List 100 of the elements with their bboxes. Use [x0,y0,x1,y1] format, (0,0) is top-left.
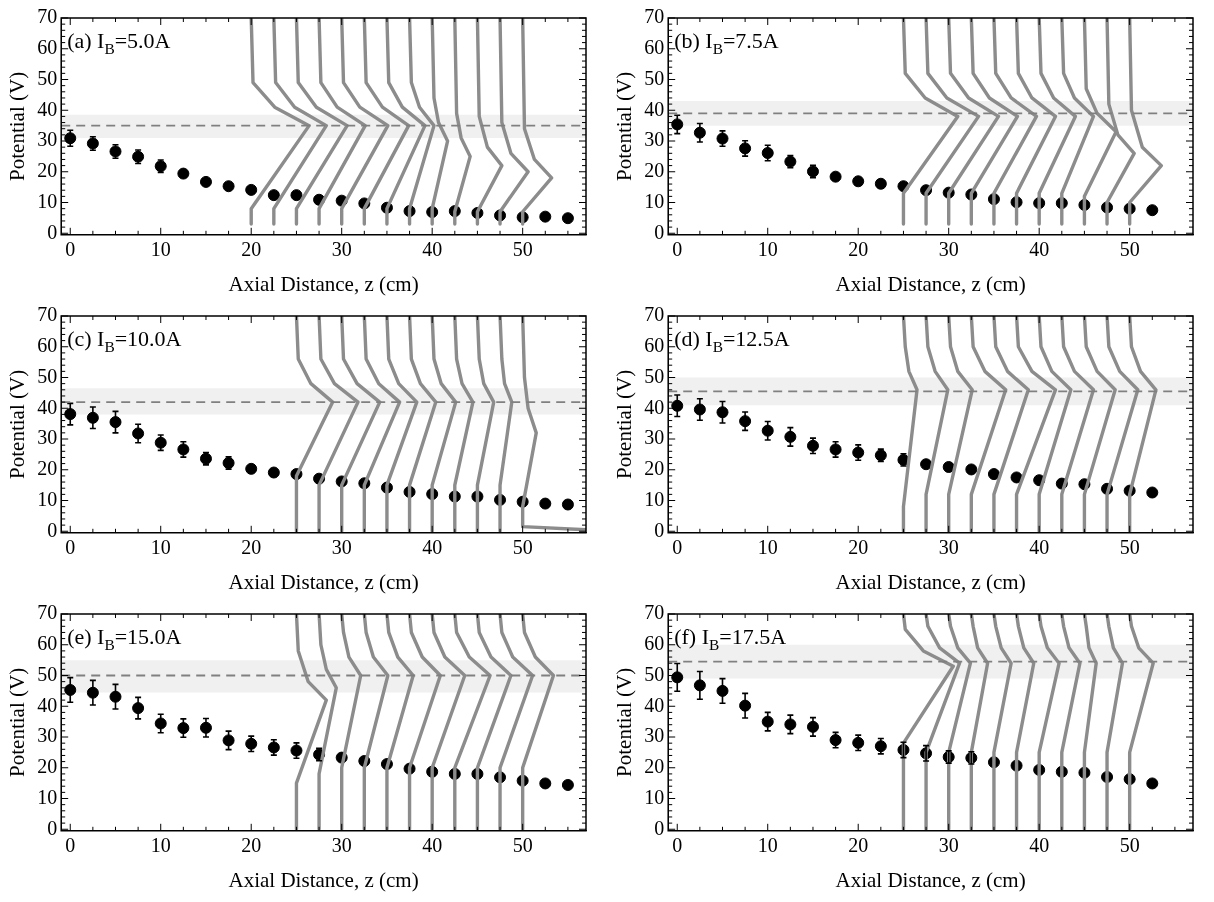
y-tick-label: 0 [47,816,58,839]
x-axis-title: Axial Distance, z (cm) [835,271,1026,296]
y-tick-label: 40 [37,97,58,120]
y-tick-label: 0 [654,816,665,839]
point [222,180,235,193]
x-tick-label: 50 [1119,238,1140,261]
y-tick-label: 10 [644,487,665,510]
y-tick-label: 40 [644,693,665,716]
x-tick-label: 20 [848,238,869,261]
y-tick-label: 20 [37,755,58,778]
point [222,734,235,747]
point [1146,777,1159,790]
y-tick-label: 30 [37,426,58,449]
x-tick-label: 40 [1029,834,1050,857]
x-tick-label: 20 [848,536,869,559]
y-tick-label: 40 [37,395,58,418]
y-tick-label: 70 [37,303,58,326]
point [852,175,865,188]
point [561,498,574,511]
y-tick-label: 30 [644,724,665,747]
x-axis-title: Axial Distance, z (cm) [228,271,419,296]
x-tick-label: 10 [150,238,171,261]
point [716,406,729,419]
point [267,189,280,202]
point [539,777,552,790]
y-tick-label: 50 [644,662,665,685]
point [561,778,574,791]
x-tick-label: 50 [1119,834,1140,857]
y-tick-label: 30 [37,724,58,747]
y-tick-label: 60 [37,632,58,654]
y-tick-label: 10 [37,189,58,212]
y-tick-label: 60 [644,334,665,356]
point [987,468,1000,481]
y-tick-label: 20 [644,457,665,480]
y-tick-label: 30 [644,426,665,449]
x-tick-label: 30 [938,238,959,261]
y-tick-label: 10 [37,785,58,808]
x-tick-label: 10 [757,238,778,261]
x-tick-label: 50 [512,536,533,559]
x-tick-label: 40 [422,834,443,857]
point [199,175,212,188]
y-tick-label: 20 [644,755,665,778]
y-tick-label: 30 [37,128,58,151]
y-tick-label: 30 [644,128,665,151]
y-tick-label: 70 [644,5,665,28]
y-tick-label: 50 [644,66,665,89]
y-tick-label: 10 [644,785,665,808]
y-axis-title: Potential (V) [5,369,30,479]
y-tick-label: 50 [37,662,58,685]
point [539,210,552,223]
x-tick-label: 0 [65,834,76,857]
x-tick-label: 10 [757,536,778,559]
y-axis-title: Potential (V) [5,71,30,181]
point [245,462,258,475]
x-tick-label: 0 [65,536,76,559]
x-tick-label: 20 [241,536,262,559]
x-axis-title: Axial Distance, z (cm) [228,569,419,594]
x-tick-label: 0 [672,834,683,857]
point [1010,471,1023,484]
point [109,690,122,703]
x-tick-label: 20 [848,834,869,857]
x-tick-label: 30 [938,834,959,857]
y-tick-label: 0 [654,220,665,243]
point [784,430,797,443]
point [1146,204,1159,217]
y-axis-title: Potential (V) [5,667,30,777]
x-tick-label: 0 [672,536,683,559]
y-axis-title: Potential (V) [612,667,637,777]
point [109,416,122,429]
point [177,167,190,180]
x-tick-label: 40 [1029,536,1050,559]
y-axis-title: Potential (V) [612,71,637,181]
y-tick-label: 70 [644,303,665,326]
x-tick-label: 40 [422,238,443,261]
point [942,460,955,473]
x-tick-label: 40 [422,536,443,559]
y-tick-label: 50 [644,364,665,387]
y-tick-label: 70 [37,5,58,28]
y-tick-label: 50 [37,66,58,89]
y-tick-label: 50 [37,364,58,387]
y-tick-label: 10 [37,487,58,510]
point [539,497,552,510]
x-tick-label: 20 [241,834,262,857]
point [965,463,978,476]
y-tick-label: 20 [37,457,58,480]
x-tick-label: 30 [938,536,959,559]
x-tick-label: 50 [1119,536,1140,559]
x-tick-label: 10 [150,834,171,857]
x-tick-label: 30 [331,536,352,559]
point [245,183,258,196]
point [784,718,797,731]
x-axis-title: Axial Distance, z (cm) [228,867,419,892]
y-tick-label: 60 [644,36,665,58]
y-tick-label: 40 [644,395,665,418]
x-axis-title: Axial Distance, z (cm) [835,867,1026,892]
x-tick-label: 40 [1029,238,1050,261]
x-tick-label: 10 [757,834,778,857]
y-axis-title: Potential (V) [612,369,637,479]
x-tick-label: 20 [241,238,262,261]
y-tick-label: 20 [37,159,58,182]
